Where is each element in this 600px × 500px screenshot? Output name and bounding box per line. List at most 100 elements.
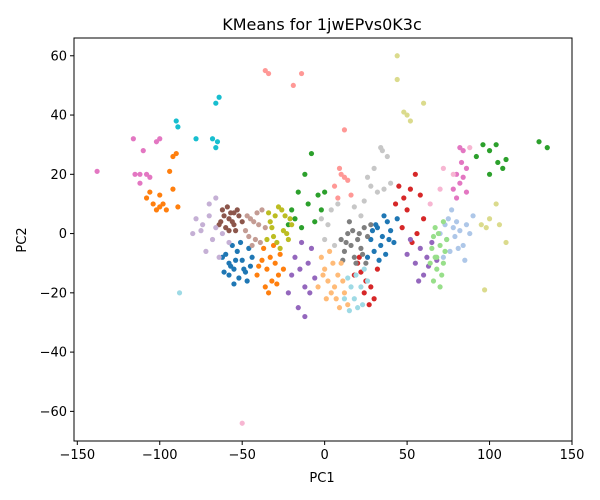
data-point: [467, 145, 473, 151]
data-point: [420, 272, 427, 278]
data-point: [364, 233, 371, 240]
data-point: [364, 254, 371, 260]
data-point: [412, 260, 418, 266]
data-point: [259, 207, 265, 213]
data-point: [371, 296, 377, 302]
data-point: [213, 145, 219, 151]
data-point: [175, 204, 181, 210]
plot-frame: [73, 37, 573, 442]
data-point: [353, 260, 359, 266]
data-point: [246, 233, 252, 240]
data-point: [292, 254, 298, 260]
data-point: [318, 216, 324, 222]
data-point: [173, 150, 179, 157]
data-point: [343, 239, 349, 246]
data-point: [137, 180, 143, 186]
data-point: [341, 290, 348, 296]
data-point: [274, 239, 280, 246]
data-point: [213, 100, 219, 106]
x-tick-label: 100: [477, 448, 502, 463]
data-point: [231, 210, 237, 216]
data-point: [298, 70, 305, 77]
data-point: [270, 233, 277, 240]
data-point: [341, 248, 348, 254]
data-point: [463, 165, 470, 171]
data-point: [257, 239, 263, 246]
data-point: [254, 272, 260, 278]
data-point: [254, 210, 260, 216]
data-point: [457, 228, 463, 234]
data-point: [279, 207, 285, 213]
data-point: [269, 278, 275, 284]
data-point: [453, 219, 460, 225]
data-point: [437, 186, 443, 192]
data-point: [302, 171, 308, 177]
data-point: [331, 284, 338, 290]
data-point: [328, 207, 334, 213]
data-point: [214, 139, 221, 145]
y-tick-label: 40: [50, 109, 67, 124]
data-point: [404, 251, 410, 257]
data-point: [427, 201, 433, 207]
data-point: [264, 266, 270, 272]
data-point: [153, 139, 160, 145]
data-point: [437, 284, 443, 290]
data-point: [251, 219, 257, 225]
data-point: [209, 236, 216, 243]
data-point: [351, 254, 357, 260]
x-tick-label: 150: [560, 448, 585, 463]
data-point: [262, 225, 268, 231]
data-point: [424, 254, 430, 260]
data-point: [157, 192, 163, 198]
data-point: [282, 213, 288, 219]
data-point: [384, 153, 390, 160]
data-point: [440, 165, 446, 171]
data-point: [401, 195, 407, 201]
data-point: [267, 254, 273, 260]
data-point: [335, 195, 341, 201]
data-point: [417, 192, 423, 198]
data-point: [437, 242, 443, 249]
data-point: [486, 171, 493, 177]
data-point: [331, 242, 338, 249]
data-point: [416, 278, 422, 284]
data-point: [369, 228, 376, 234]
data-point: [462, 257, 468, 263]
data-point: [351, 204, 357, 210]
data-point: [480, 142, 486, 148]
data-point: [483, 225, 489, 231]
data-point: [463, 189, 470, 195]
y-tick-label: 60: [50, 49, 67, 64]
data-point: [153, 207, 160, 213]
data-point: [544, 145, 550, 151]
data-point: [378, 145, 384, 151]
data-point: [341, 127, 348, 133]
data-point: [396, 183, 402, 189]
data-point: [216, 94, 222, 100]
data-point: [312, 275, 318, 281]
data-point: [394, 53, 400, 59]
data-point: [333, 296, 339, 302]
data-point: [323, 296, 329, 302]
data-point: [132, 171, 138, 177]
data-point: [256, 222, 262, 228]
data-point: [221, 269, 227, 275]
y-tick-label: −40: [40, 346, 67, 361]
data-point: [536, 139, 542, 145]
data-point: [414, 230, 420, 237]
data-point: [368, 284, 374, 290]
data-point: [216, 254, 222, 260]
data-point: [374, 266, 381, 272]
data-point: [233, 228, 239, 234]
data-point: [233, 257, 239, 263]
data-point: [298, 239, 305, 246]
data-point: [322, 236, 328, 243]
data-point: [150, 201, 156, 207]
data-point: [269, 225, 275, 231]
data-point: [361, 290, 367, 296]
data-point: [463, 222, 470, 228]
data-point: [163, 207, 169, 213]
data-point: [239, 257, 245, 263]
data-point: [460, 174, 466, 180]
